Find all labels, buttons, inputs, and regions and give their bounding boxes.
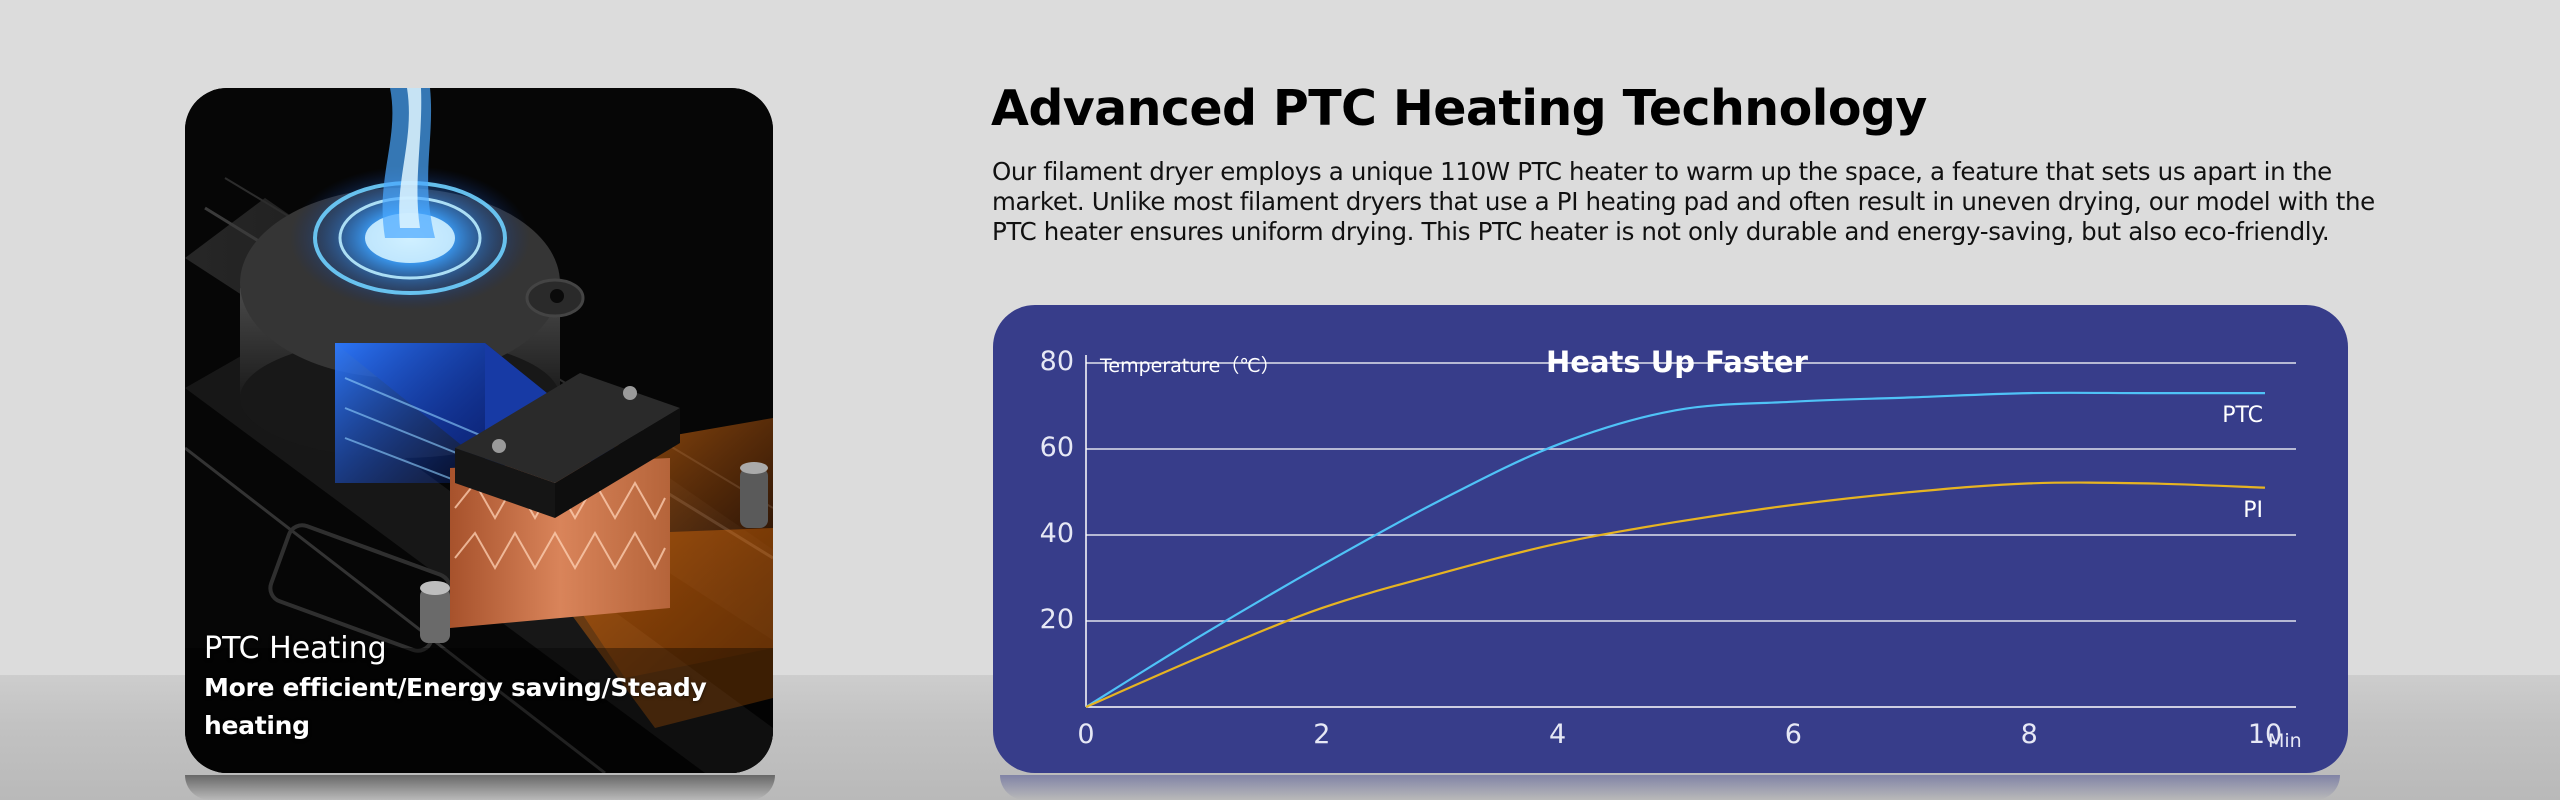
- ptc-heater-illustration: [185, 88, 773, 773]
- y-tick-label: 20: [1039, 604, 1074, 635]
- y-tick-label: 60: [1039, 432, 1074, 463]
- temperature-chart-panel: Heats Up Faster Temperature（℃） Min PTC PI…: [993, 305, 2348, 773]
- y-tick-label: 80: [1039, 346, 1074, 377]
- series-label-pi: PI: [2243, 497, 2263, 523]
- series-line-pi: [1085, 481, 2266, 709]
- card-reflection: [185, 775, 775, 800]
- ptc-heater-card: PTC Heating More efficient/Energy saving…: [185, 88, 773, 773]
- x-axis-unit: Min: [2268, 730, 2302, 752]
- chart-reflection: [1000, 775, 2340, 800]
- temperature-chart: [1085, 355, 2296, 709]
- card-title: PTC Heating: [204, 631, 387, 666]
- x-tick-label: 6: [1784, 719, 1802, 750]
- page-headline: Advanced PTC Heating Technology: [991, 80, 1927, 137]
- series-line-ptc: [1085, 391, 2265, 708]
- x-tick-label: 10: [2247, 719, 2283, 750]
- chart-title: Heats Up Faster: [1546, 345, 1808, 379]
- series-label-ptc: PTC: [2222, 403, 2263, 429]
- y-axis-label: Temperature（℃）: [1100, 355, 1280, 377]
- x-tick-label: 4: [1549, 719, 1567, 750]
- card-caption: PTC Heating More efficient/Energy saving…: [204, 629, 773, 745]
- description-paragraph: Our filament dryer employs a unique 110W…: [992, 157, 2375, 246]
- card-subtitle: More efficient/Energy saving/Steady heat…: [204, 673, 707, 740]
- x-tick-label: 8: [2020, 719, 2038, 750]
- x-tick-label: 0: [1077, 719, 1095, 750]
- y-tick-label: 40: [1039, 518, 1074, 549]
- x-tick-label: 2: [1313, 719, 1331, 750]
